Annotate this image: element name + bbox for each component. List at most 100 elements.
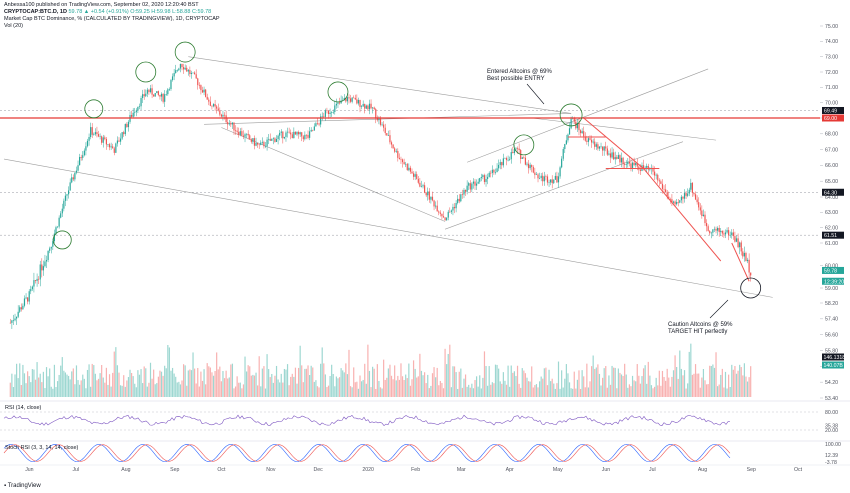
volume-bar (682, 375, 684, 397)
volume-bar (212, 375, 215, 397)
published-line: Anbessa100 published on TradingView.com,… (4, 2, 199, 8)
volume-bar (134, 383, 136, 397)
candle-body (672, 201, 675, 203)
candle-body (102, 137, 104, 143)
candle-body (151, 88, 153, 95)
volume-bar (88, 364, 90, 397)
candle-body (482, 175, 484, 177)
candle-body (39, 264, 41, 280)
candle-body (403, 162, 405, 165)
candle-body (197, 78, 199, 86)
volume-bar (590, 366, 593, 397)
candle-body (614, 157, 616, 160)
volume-bar (90, 386, 92, 397)
volume-bar (414, 368, 416, 397)
y-tick-label: 67.00 (825, 147, 838, 153)
volume-bar (386, 377, 388, 397)
volume-bar (332, 374, 334, 397)
volume-bar (66, 374, 68, 397)
candle-body (680, 196, 682, 201)
candle-body (11, 320, 13, 323)
candle-body (285, 132, 287, 137)
volume-bar (368, 370, 371, 397)
candle-body (294, 131, 297, 135)
candle-body (625, 164, 627, 165)
volume-bar (472, 388, 475, 397)
candle-body (290, 132, 292, 135)
candle-body (365, 105, 367, 109)
volume-bar (633, 380, 635, 397)
red-projection-line (643, 168, 722, 262)
candle-body (77, 165, 79, 171)
volume-bar (439, 380, 441, 397)
volume-bar (573, 371, 575, 397)
volume-badge (822, 353, 844, 361)
candle-body (405, 163, 407, 165)
volume-bar (323, 363, 325, 397)
candle-body (263, 141, 265, 147)
candle-body (368, 103, 371, 110)
volume-bar (430, 385, 432, 397)
candle-body (453, 206, 456, 209)
volume-bar (354, 382, 356, 397)
volume-bar (746, 381, 749, 397)
candle-body (379, 118, 382, 125)
volume-bar (340, 368, 342, 397)
volume-bar (217, 369, 219, 397)
y-tick-label: 53.40 (825, 396, 838, 402)
y-tick-label: 59.00 (825, 286, 838, 292)
volume-bar (104, 382, 106, 397)
y-tick-label: 58.20 (825, 301, 838, 307)
candle-body (546, 176, 549, 183)
volume-bar (394, 365, 396, 397)
volume-bar (474, 380, 476, 397)
target-annotation-2: TARGET HIT perfectly (668, 329, 727, 335)
volume-bar (176, 382, 178, 397)
candle-body (181, 64, 183, 68)
candle-body (660, 181, 662, 184)
volume-bar (406, 378, 408, 397)
candle-body (91, 127, 93, 135)
volume-bar (244, 356, 246, 397)
candle-body (162, 93, 164, 102)
volume-bar (652, 388, 654, 397)
tradingview-brand[interactable]: ▪ TradingView (4, 483, 41, 489)
candle-body (283, 136, 286, 139)
volume-bar (219, 366, 221, 397)
candle-body (694, 194, 697, 200)
candle-body (222, 114, 224, 117)
volume-bar (595, 367, 597, 397)
volume-bar (337, 378, 339, 397)
candle-body (562, 149, 564, 159)
volume-bar (302, 382, 304, 397)
volume-bar (241, 388, 243, 397)
volume-bar (286, 364, 289, 397)
volume-bar (734, 366, 736, 397)
candle-body (598, 146, 601, 149)
candle-body (474, 181, 476, 186)
candle-body (201, 90, 204, 93)
volume-bar (384, 379, 386, 397)
candle-body (79, 157, 81, 166)
candle-body (105, 138, 107, 145)
candle-body (435, 205, 437, 207)
volume-bar (36, 362, 38, 397)
candle-body (234, 130, 237, 132)
volume-bar (307, 365, 309, 397)
candle-body (257, 142, 259, 145)
volume-bar (668, 377, 670, 397)
candle-body (14, 318, 16, 321)
volume-bar (324, 374, 326, 397)
rsi-tick: 35.38 (825, 423, 838, 429)
volume-bar (334, 386, 336, 397)
candle-body (22, 305, 24, 310)
candle-body (436, 205, 438, 212)
volume-bar (127, 377, 130, 397)
candle-body (466, 185, 468, 192)
candle-body (167, 89, 169, 95)
volume-bar (458, 371, 460, 397)
candle-body (523, 157, 525, 159)
candle-body (447, 211, 449, 218)
candle-body (238, 131, 240, 135)
